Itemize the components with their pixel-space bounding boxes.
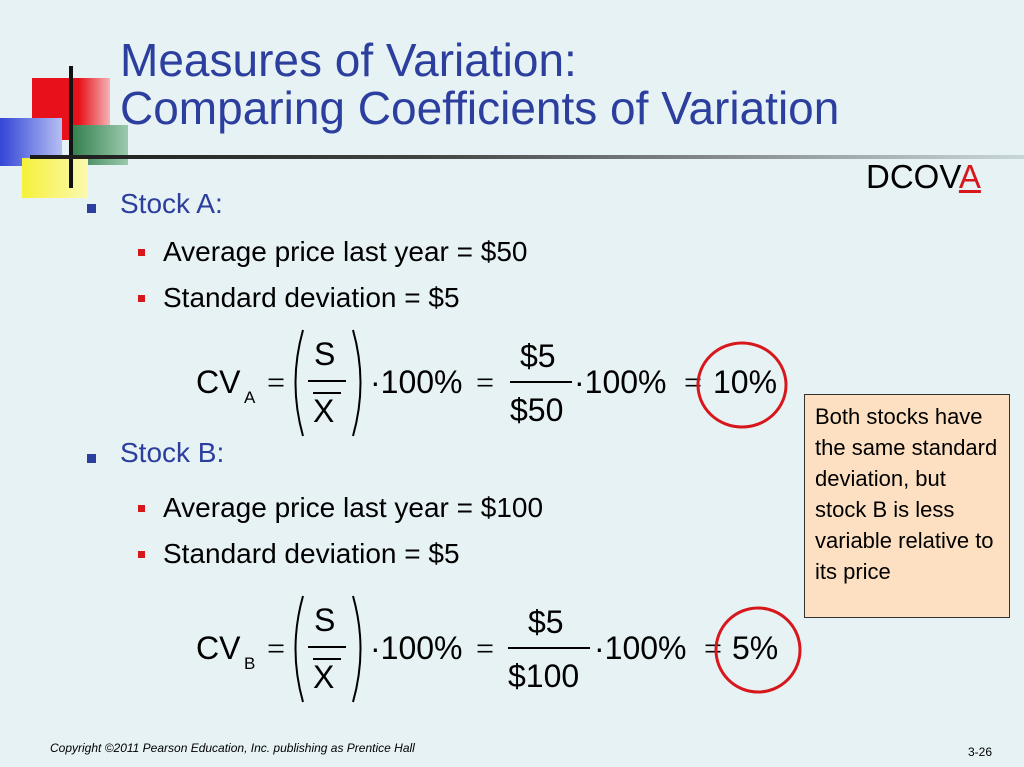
left-paren-icon (294, 595, 304, 703)
times-100: ·100% (574, 364, 667, 400)
stock-b-item-2: Standard deviation = $5 (163, 538, 460, 569)
note-callout: Both stocks have the same standard devia… (804, 394, 1010, 618)
bullet-marker (87, 204, 96, 213)
equals-sign: = (267, 630, 286, 666)
denominator: $50 (510, 392, 564, 428)
slide-number: 3-26 (968, 745, 993, 759)
cv-result: 10% (713, 364, 778, 400)
right-paren-icon (352, 595, 362, 703)
denominator: $100 (508, 658, 580, 694)
right-paren-icon (352, 329, 362, 437)
stock-a-item-1: Average price last year = $50 (163, 236, 528, 267)
s-symbol: S (314, 336, 336, 372)
sub-bullet-marker (138, 551, 145, 558)
stock-a-item-2: Standard deviation = $5 (163, 282, 460, 313)
slide-title: Measures of Variation: Comparing Coeffic… (120, 36, 1000, 132)
decor-vertical-line (69, 66, 73, 188)
highlight-circle-icon (714, 606, 802, 694)
equals-sign: = (267, 364, 286, 400)
title-underline (30, 155, 1024, 159)
sub-bullet-marker (138, 249, 145, 256)
xbar-symbol: X (313, 659, 335, 695)
sub-bullet-marker (138, 505, 145, 512)
left-paren-icon (294, 329, 304, 437)
cv-subscript: B (244, 654, 256, 673)
s-symbol: S (314, 602, 336, 638)
cv-subscript: A (244, 388, 256, 407)
sub-bullet-marker (138, 295, 145, 302)
cv-result: 5% (732, 630, 779, 666)
dcova-label: DCOVA (866, 158, 981, 196)
dcova-prefix: DCOV (866, 158, 959, 195)
cv-symbol: CV (196, 364, 241, 400)
stock-a-heading: Stock A: (120, 188, 223, 219)
stock-b-item-1: Average price last year = $100 (163, 492, 544, 523)
title-line-1: Measures of Variation: (120, 34, 577, 86)
times-100: ·100% (370, 630, 463, 666)
times-100: ·100% (594, 630, 687, 666)
decor-yellow-block (22, 158, 88, 198)
cv-symbol: CV (196, 630, 241, 666)
numerator: $5 (520, 338, 556, 374)
title-line-2: Comparing Coefficients of Variation (120, 82, 840, 134)
equals-sign: = (476, 364, 495, 400)
equals-sign: = (476, 630, 495, 666)
highlight-circle-icon (696, 341, 788, 429)
stock-b-heading: Stock B: (120, 437, 225, 468)
copyright-footer: Copyright ©2011 Pearson Education, Inc. … (50, 741, 415, 755)
xbar-symbol: X (313, 393, 335, 429)
times-100: ·100% (370, 364, 463, 400)
dcova-highlight: A (958, 158, 981, 195)
bullet-marker (87, 454, 96, 463)
numerator: $5 (528, 604, 564, 640)
